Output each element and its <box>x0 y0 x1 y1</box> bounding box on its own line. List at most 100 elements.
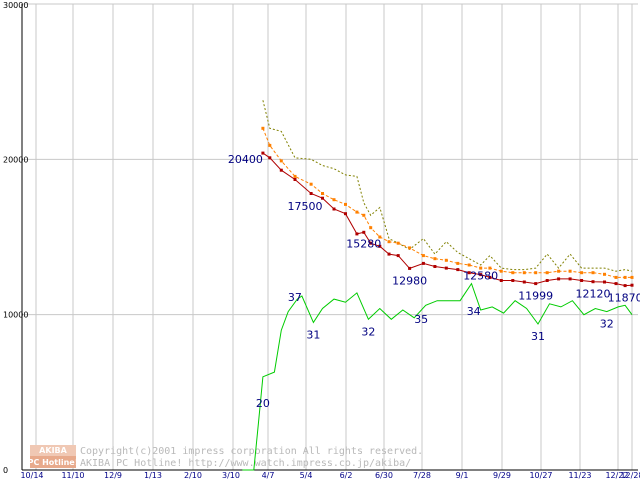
series-avg-point <box>534 271 538 275</box>
series-avg-point <box>614 275 618 279</box>
series-avg-point <box>557 269 561 273</box>
series-min-point <box>568 277 572 281</box>
series-avg-point <box>580 271 584 275</box>
series-avg-point <box>545 271 549 275</box>
series-avg-point <box>568 269 572 273</box>
y-tick-label: 10000 <box>3 311 28 320</box>
series-min-point <box>630 283 634 287</box>
series-min-point <box>355 232 359 236</box>
x-tick-label: 10/14 <box>20 471 43 480</box>
x-tick-label: 9/29 <box>493 471 511 480</box>
series-min-point <box>467 271 471 275</box>
series-avg-point <box>268 143 272 147</box>
series-avg-point <box>369 226 373 230</box>
series-min-point <box>488 275 492 279</box>
series-avg-point <box>591 271 595 275</box>
series-min-point <box>433 265 437 268</box>
series-min-point <box>261 151 265 155</box>
data-label: 20 <box>256 397 270 410</box>
data-labels: 20400 17500 15280 12980 12580 11999 1212011870… <box>228 153 640 410</box>
x-tick-label: 6/30 <box>375 471 393 480</box>
data-label: 12120 <box>576 288 611 301</box>
series-avg-point <box>467 263 471 267</box>
axes <box>21 4 638 471</box>
x-tick-label: 3/10 <box>222 471 240 480</box>
series-min-point <box>522 280 526 284</box>
series-avg-point <box>433 257 437 261</box>
series-avg-point <box>421 254 425 258</box>
series-min-point <box>344 212 347 216</box>
series-min-point <box>499 279 503 282</box>
data-label: 34 <box>467 305 481 318</box>
x-tick-label: 10/27 <box>529 471 552 480</box>
copyright-banner: AKIBA PC Hotline! Copyright(c)2001 impre… <box>28 445 423 469</box>
series-min-point <box>545 279 549 282</box>
series-avg-point <box>511 271 515 275</box>
series-shops-line <box>242 282 633 471</box>
series-min-point <box>591 280 595 284</box>
series-min-point <box>362 230 366 234</box>
x-tick-label: 2/10 <box>184 471 202 480</box>
series-avg-point <box>488 266 492 270</box>
series-avg-point <box>332 198 336 202</box>
series-avg-point <box>309 182 313 186</box>
series-min-point <box>309 192 313 195</box>
series-min-point <box>479 273 483 277</box>
series-avg-point <box>344 202 347 206</box>
data-label: 20400 <box>228 153 263 166</box>
series-avg-point <box>479 266 483 270</box>
series-min-point <box>580 279 584 282</box>
series-avg-point <box>396 241 400 245</box>
series-min-point <box>378 244 382 248</box>
copyright-line: Copyright(c)2001 impress corporation All… <box>80 446 423 457</box>
series-avg-point <box>378 235 382 239</box>
y-tick-labels: 0 10000 20000 30000 <box>3 1 28 475</box>
x-tick-label: 12/9 <box>104 471 122 480</box>
series-avg-point <box>387 240 391 244</box>
series-min-point <box>623 284 627 288</box>
y-tick-label: 30000 <box>3 1 28 10</box>
series-min-point <box>332 207 336 211</box>
data-label: 31 <box>531 330 545 343</box>
series-min-point <box>603 280 606 284</box>
series-avg-point <box>279 159 283 163</box>
x-tick-label: 5/4 <box>300 471 313 480</box>
series-avg-point <box>499 269 503 273</box>
series-avg-point <box>408 246 412 250</box>
x-tick-label: 9/1 <box>456 471 469 480</box>
x-tick-label: 6/2 <box>340 471 353 480</box>
series-min-point <box>421 261 425 265</box>
x-tick-label: 4/7 <box>262 471 275 480</box>
series-avg-point <box>456 261 460 265</box>
series-min-point <box>268 156 272 160</box>
data-label: 37 <box>288 291 302 304</box>
data-label: 11999 <box>518 290 553 303</box>
akiba-logo-top: AKIBA <box>39 446 67 455</box>
data-label: 31 <box>306 328 320 341</box>
series-min-point <box>444 266 448 270</box>
x-tick-label: 12/22 <box>605 471 628 480</box>
x-tick-label: 11/10 <box>61 471 84 480</box>
series-avg-point <box>623 275 627 279</box>
x-tick-label: 11/23 <box>568 471 591 480</box>
series-min-point <box>511 279 515 282</box>
x-tick-label: 1/13 <box>144 471 162 480</box>
data-label: 12580 <box>463 270 498 283</box>
series-min-point <box>614 282 618 286</box>
series-avg-point <box>355 210 359 214</box>
series-min-point <box>321 196 324 200</box>
series-max-line <box>262 100 633 272</box>
akiba-logo-lower <box>30 456 76 468</box>
y-tick-label: 20000 <box>3 155 28 164</box>
series-min-point <box>396 254 400 258</box>
series-avg-point <box>261 126 265 130</box>
series-avg-point <box>321 192 324 195</box>
data-label: 32 <box>600 318 614 331</box>
series-min-point <box>279 168 283 172</box>
x-tick-label: 7/28 <box>413 471 431 480</box>
series-min-point <box>456 268 460 272</box>
site-url-line: AKIBA PC Hotline! http://www.watch.impre… <box>80 458 411 469</box>
y-tick-label: 0 <box>3 466 8 475</box>
series-min-point <box>557 277 561 281</box>
